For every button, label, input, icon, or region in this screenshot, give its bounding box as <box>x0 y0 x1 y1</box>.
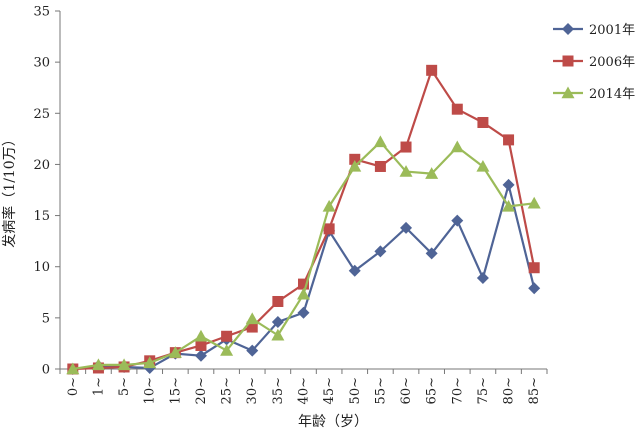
y-axis-title: 发病率（1/10万） <box>1 132 18 247</box>
legend-label: 2001年 <box>589 23 635 38</box>
x-tick-label: 20~ <box>194 377 209 404</box>
data-point <box>245 312 259 325</box>
data-point <box>450 140 464 153</box>
data-point <box>476 271 489 284</box>
data-point <box>194 349 207 362</box>
data-point <box>400 141 412 153</box>
x-tick-label: 25~ <box>220 377 235 404</box>
x-tick-label: 65~ <box>425 377 440 404</box>
data-point <box>502 199 516 212</box>
data-point <box>348 264 361 277</box>
x-tick-label: 60~ <box>399 377 414 404</box>
legend-marker <box>562 23 574 35</box>
y-tick-label: 5 <box>42 311 50 326</box>
series-line <box>72 183 536 371</box>
data-point <box>194 329 208 342</box>
data-point <box>477 116 489 128</box>
y-tick-label: 20 <box>33 158 50 173</box>
data-point <box>503 134 515 146</box>
series-2 <box>67 64 540 375</box>
data-point <box>425 247 438 260</box>
data-point <box>426 64 438 76</box>
x-tick-label: 35~ <box>271 377 286 404</box>
y-tick-label: 35 <box>33 5 50 20</box>
data-point <box>349 153 361 165</box>
series-1 <box>66 178 541 375</box>
x-tick-label: 55~ <box>373 377 388 404</box>
y-tick-label: 10 <box>33 260 50 275</box>
x-tick-label: 75~ <box>476 377 491 404</box>
data-point <box>323 223 335 235</box>
x-tick-label: 50~ <box>348 377 363 404</box>
data-point <box>246 321 258 333</box>
x-tick-label: 15~ <box>168 377 183 404</box>
data-point <box>298 278 309 290</box>
legend-entry-3: 2014年 <box>553 86 635 102</box>
y-tick-label: 30 <box>33 56 50 71</box>
x-tick-label: 10~ <box>143 377 158 404</box>
x-tick-label: 70~ <box>450 377 465 404</box>
series-3 <box>66 135 541 375</box>
legend-marker <box>561 86 575 99</box>
x-tick-label: 40~ <box>297 377 312 404</box>
data-point <box>527 196 541 209</box>
series-layer <box>66 64 541 375</box>
data-point <box>322 199 336 212</box>
y-tick-label: 15 <box>33 209 50 224</box>
legend: 2001年 2006年 2014年 <box>553 23 635 102</box>
data-point <box>271 328 285 341</box>
data-point <box>297 306 310 319</box>
series-line <box>72 69 536 371</box>
legend-entry-2: 2006年 <box>553 55 635 70</box>
data-point <box>374 160 386 172</box>
data-point <box>373 135 387 148</box>
x-tick-label: 1~ <box>91 377 106 396</box>
data-point <box>168 346 182 358</box>
x-tick-label: 85~ <box>527 377 542 404</box>
axes: 0 5 10 15 20 25 30 35 0~ 1~ 5~ 10~ 15~ 20~ 25~ 30~ 35~ 40… <box>33 5 548 404</box>
x-tick-label: 30~ <box>245 377 260 404</box>
x-tick-label: 45~ <box>322 377 337 404</box>
y-tick-label: 25 <box>33 107 50 122</box>
x-tick-label: 80~ <box>502 377 517 404</box>
data-point <box>502 178 515 191</box>
data-point <box>348 159 362 172</box>
data-point <box>220 344 234 356</box>
data-point <box>374 245 387 258</box>
legend-entry-1: 2001年 <box>553 23 635 38</box>
data-point <box>91 358 105 371</box>
data-point <box>528 282 541 295</box>
x-tick-label: 0~ <box>66 377 81 396</box>
legend-label: 2014年 <box>589 87 635 102</box>
data-point <box>451 103 463 115</box>
data-point <box>271 315 284 328</box>
y-tick-label: 0 <box>42 363 50 378</box>
data-point <box>400 221 413 234</box>
data-point <box>425 167 439 179</box>
data-point <box>272 295 284 307</box>
data-point <box>246 344 259 357</box>
legend-label: 2006年 <box>589 55 635 70</box>
series-line <box>72 140 535 371</box>
data-point <box>399 165 413 177</box>
data-point <box>476 159 490 172</box>
x-axis-title: 年龄（岁） <box>298 414 368 430</box>
data-point <box>221 330 233 342</box>
legend-marker <box>562 55 574 67</box>
data-point <box>117 358 131 371</box>
data-point <box>297 287 310 300</box>
data-point <box>195 339 207 351</box>
data-point <box>528 262 540 274</box>
data-point <box>143 356 157 369</box>
data-point <box>451 214 464 227</box>
data-point <box>66 362 80 375</box>
x-tick-label: 5~ <box>117 377 132 396</box>
